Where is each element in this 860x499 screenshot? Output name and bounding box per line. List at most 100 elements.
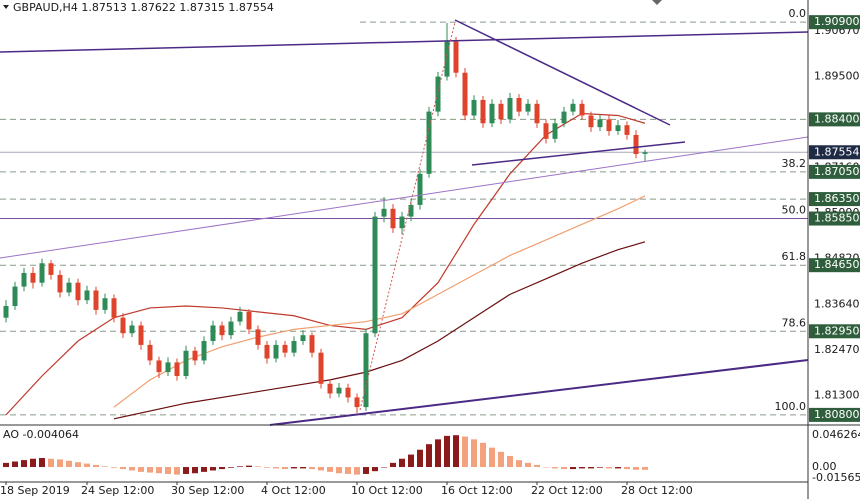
candle-body xyxy=(642,152,648,154)
price-box-label: 1.90900 xyxy=(814,15,860,28)
ao-bar xyxy=(120,467,126,470)
ao-bar xyxy=(309,467,315,470)
x-tick-label: 16 Oct 12:00 xyxy=(441,484,513,497)
candle-body xyxy=(291,341,297,353)
candle-body xyxy=(210,325,216,342)
y-tick-label: 1.81300 xyxy=(814,388,860,401)
price-box xyxy=(809,15,860,30)
candle-body xyxy=(498,103,504,120)
plot xyxy=(0,21,808,420)
ao-bar xyxy=(606,467,612,469)
trendline xyxy=(0,31,809,53)
ao-bar xyxy=(282,467,288,470)
price-box-label: 1.82950 xyxy=(814,324,860,337)
candle-body xyxy=(408,204,414,217)
price-box xyxy=(809,112,860,127)
scroll-marker xyxy=(652,0,662,5)
ao-bar xyxy=(615,467,621,469)
candle-body xyxy=(597,119,603,128)
price-box-label: 1.88400 xyxy=(814,112,860,125)
ao-bar xyxy=(327,467,333,472)
candle-body xyxy=(255,329,261,345)
x-tick-label: 22 Oct 12:00 xyxy=(531,484,603,497)
candle-body xyxy=(273,344,279,359)
price-box xyxy=(809,407,860,422)
trendline xyxy=(269,359,809,426)
ao-name: AO xyxy=(3,428,19,441)
x-tick-label: 28 Oct 12:00 xyxy=(621,484,693,497)
ao-bar xyxy=(48,458,54,468)
candle-body xyxy=(228,321,234,336)
bid-label: 1.87554 xyxy=(814,145,860,158)
ao-bar xyxy=(417,449,423,468)
candle-body xyxy=(345,387,351,398)
candle-body xyxy=(138,325,144,345)
ao-bar xyxy=(183,467,189,474)
ao-bar xyxy=(642,467,648,470)
trendline xyxy=(471,141,686,166)
price-box xyxy=(809,258,860,273)
candle-body xyxy=(84,290,90,301)
trendline xyxy=(454,19,671,126)
candle-body xyxy=(624,125,630,135)
candle-body xyxy=(552,123,558,139)
trendline xyxy=(0,136,809,259)
candle-body xyxy=(462,72,468,116)
ao-bar xyxy=(237,466,243,468)
price-box-label: 1.87050 xyxy=(814,165,860,178)
ao-bar xyxy=(624,467,630,470)
ao-bar xyxy=(210,467,216,471)
ao-bar xyxy=(453,435,459,468)
ao-bar xyxy=(21,460,27,468)
ao-bar xyxy=(525,462,531,468)
price-box xyxy=(809,211,860,226)
candle-body xyxy=(102,298,108,310)
candle-body xyxy=(336,387,342,394)
candle-body xyxy=(300,335,306,342)
ao-bar xyxy=(489,447,495,468)
candle-body xyxy=(219,325,225,336)
candle-body xyxy=(435,76,441,112)
bid-box xyxy=(809,145,860,160)
ao-bar xyxy=(462,436,468,468)
ao-bar xyxy=(444,435,450,468)
ao-bar xyxy=(111,467,117,468)
ao-bar xyxy=(255,466,261,468)
ao-bar xyxy=(192,467,198,474)
ao-bar xyxy=(471,439,477,468)
candle-body xyxy=(507,97,513,120)
ao-bar xyxy=(408,454,414,468)
ao-bar xyxy=(345,467,351,474)
candle-body xyxy=(129,325,135,334)
candle-body xyxy=(66,282,72,293)
fib-label: 50.0 xyxy=(782,204,807,217)
x-tick-label: 24 Sep 12:00 xyxy=(81,484,154,497)
candle-body xyxy=(309,335,315,353)
candle-body xyxy=(480,99,486,124)
candle-body xyxy=(147,344,153,361)
y-tick-label: 1.82470 xyxy=(814,343,860,356)
ao-bar xyxy=(174,467,180,475)
candle-body xyxy=(264,344,270,359)
candle-body xyxy=(201,341,207,361)
ao-bar xyxy=(300,467,306,469)
fib-label: 38.2 xyxy=(782,157,807,170)
x-tick-label: 30 Sep 12:00 xyxy=(171,484,244,497)
fib-line xyxy=(359,21,456,411)
ao-bar xyxy=(399,458,405,468)
ao-tick-label: 0.046264 xyxy=(812,428,860,441)
price-box xyxy=(809,324,860,339)
candle-body xyxy=(543,123,549,139)
candle-body xyxy=(120,317,126,334)
ao-bar xyxy=(147,467,153,473)
candle-body xyxy=(327,383,333,394)
ao-tick-label: -0.015655 xyxy=(812,471,860,484)
candle-body xyxy=(516,97,522,112)
ao-bar xyxy=(363,467,369,474)
candle-body xyxy=(246,311,252,330)
candle-body xyxy=(606,119,612,132)
ao-bar xyxy=(543,467,549,468)
candle-body xyxy=(381,208,387,217)
candle-body xyxy=(282,344,288,353)
